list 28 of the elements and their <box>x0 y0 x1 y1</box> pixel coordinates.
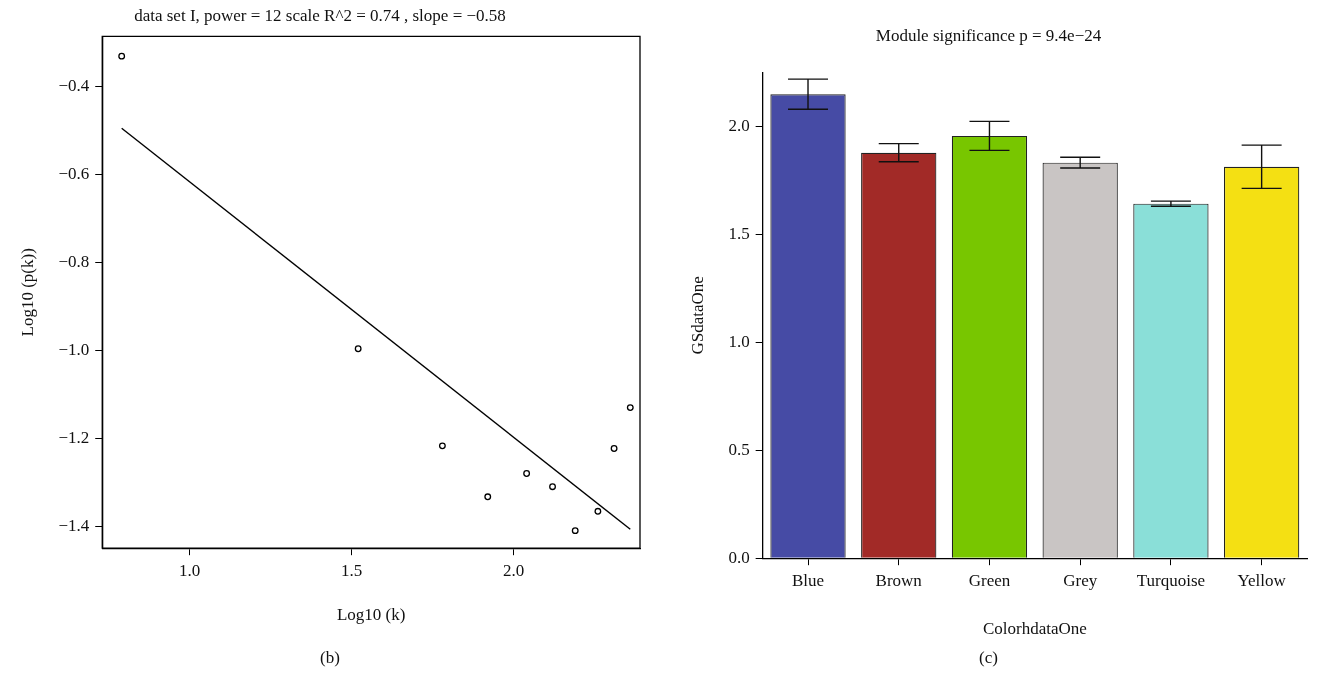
x-tick-label: Green <box>968 570 1011 590</box>
x-tick-label: 2.0 <box>503 560 525 580</box>
y-tick-label: 0.5 <box>728 439 750 459</box>
x-tick-label: Turquoise <box>1136 570 1206 590</box>
y-tick-label: −1.4 <box>58 515 90 535</box>
y-axis-title: Log10 (p(k)) <box>17 248 37 337</box>
y-tick-label: −1.0 <box>58 339 90 359</box>
y-tick-label: 1.5 <box>728 223 750 243</box>
x-tick-label: Grey <box>1063 570 1098 590</box>
x-tick-label: 1.5 <box>341 560 363 580</box>
text: (b) <box>319 648 341 668</box>
text: (c) <box>978 648 999 668</box>
chart-title: Module significance p = 9.4e−24 <box>875 25 1102 45</box>
y-tick-label: −0.6 <box>58 164 90 184</box>
y-tick-label: 2.0 <box>728 115 750 135</box>
y-tick-label: 0.0 <box>728 547 750 567</box>
y-tick-label: −0.4 <box>58 76 90 96</box>
x-tick-label: 1.0 <box>179 560 201 580</box>
y-axis-title: GSdataOne <box>687 276 707 355</box>
x-tick-label: Brown <box>875 570 923 590</box>
y-tick-label: −0.8 <box>58 252 90 272</box>
chart-title: data set I, power = 12 scale R^2 = 0.74 , slope = −0.58 <box>134 5 506 25</box>
x-axis-title: Log10 (k) <box>336 605 406 625</box>
x-axis-title: ColorhdataOne <box>982 619 1087 639</box>
x-tick-label: Blue <box>791 570 825 590</box>
x-tick-label: Yellow <box>1237 570 1287 590</box>
y-tick-label: −1.2 <box>58 427 90 447</box>
y-tick-label: 1.0 <box>728 331 750 351</box>
